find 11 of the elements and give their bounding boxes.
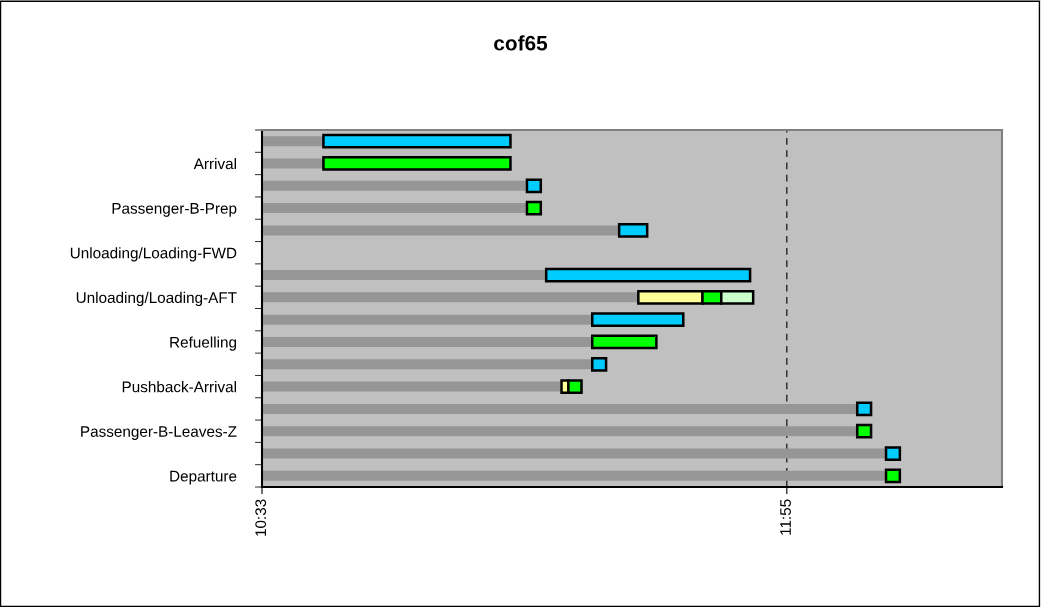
y-tick-label: Passenger-B-Prep (112, 203, 237, 217)
chart-title: cof65 (494, 35, 548, 51)
x-tick-label: 10:33 (255, 499, 267, 536)
y-tick-label: Pushback-Arrival (122, 381, 236, 393)
y-tick-label: Unloading/Loading-FWD (70, 247, 237, 262)
x-tick-label: 11:55 (780, 499, 791, 535)
y-tick-label: Passenger-B-Leaves-Z (81, 426, 237, 440)
y-tick-label: Refuelling (170, 336, 237, 351)
y-tick-label: Unloading/Loading-AFT (76, 291, 237, 307)
y-tick-label: Departure (170, 470, 237, 485)
y-tick-label: Arrival (193, 157, 236, 170)
